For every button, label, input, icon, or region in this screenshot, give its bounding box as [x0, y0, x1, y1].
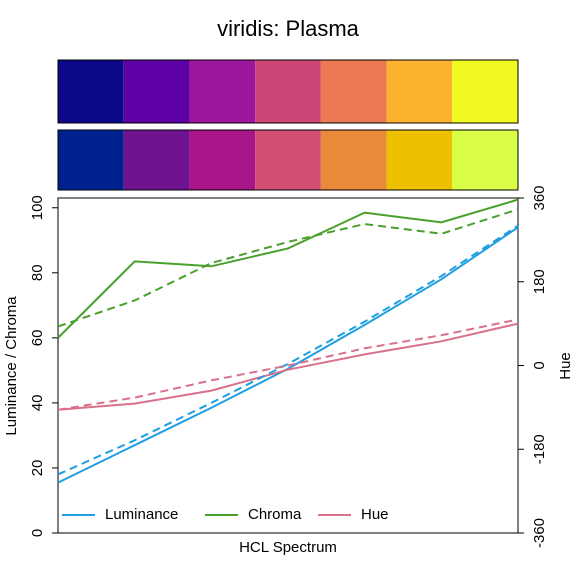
dashed-line — [57, 208, 519, 328]
color-swatch — [58, 130, 124, 190]
color-swatch — [255, 60, 321, 123]
legend-label: Luminance — [105, 506, 178, 523]
line — [57, 198, 519, 339]
color-swatch — [386, 60, 453, 123]
line — [57, 226, 519, 484]
y-tick-label: 80 — [29, 264, 46, 281]
dashed-line — [57, 224, 519, 476]
color-swatch — [452, 130, 518, 190]
chart-title: viridis: Plasma — [217, 16, 360, 41]
color-swatch — [452, 60, 518, 123]
color-swatch — [320, 130, 387, 190]
color-swatch — [386, 130, 453, 190]
color-swatch — [58, 60, 124, 123]
y2-tick-label: 360 — [531, 185, 548, 210]
legend-label: Chroma — [248, 506, 302, 523]
color-swatch — [123, 60, 190, 123]
swatch-frame — [57, 129, 519, 191]
y-tick-label: 20 — [29, 460, 46, 477]
color-swatch — [189, 130, 256, 190]
x-axis-label: HCL Spectrum — [239, 539, 337, 556]
legend-label: Hue — [361, 506, 389, 523]
dashed-line — [57, 318, 519, 411]
color-swatch — [320, 60, 387, 123]
line — [57, 322, 519, 411]
y2-tick-label: 0 — [531, 361, 548, 369]
y-tick-label: 100 — [29, 195, 46, 220]
y-tick-label: 60 — [29, 330, 46, 347]
swatch-frame — [57, 59, 519, 124]
color-swatch — [255, 130, 321, 190]
y2-tick-label: -360 — [531, 518, 548, 548]
y2-tick-label: 180 — [531, 269, 548, 294]
color-swatch — [123, 130, 190, 190]
y-tick-label: 0 — [29, 529, 46, 537]
y2-tick-label: -180 — [531, 434, 548, 464]
y-axis-label: Luminance / Chroma — [3, 296, 20, 436]
y2-axis-label: Hue — [557, 352, 574, 380]
color-swatch — [189, 60, 256, 123]
y-tick-label: 40 — [29, 395, 46, 412]
